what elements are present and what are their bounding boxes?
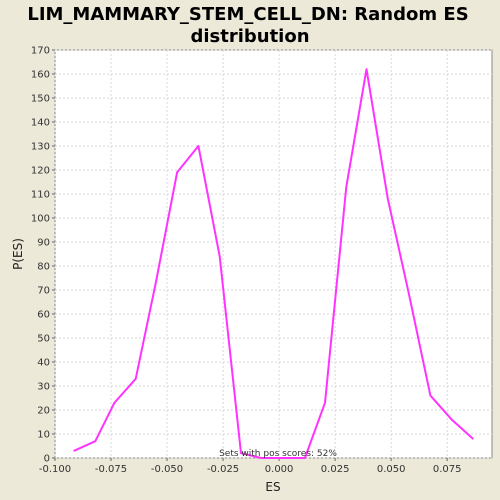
data-point [324,402,326,404]
data-point [281,457,284,459]
data-point [197,145,200,147]
y-tick-label: 110 [31,190,50,201]
data-point [260,457,262,459]
y-tick-label: 170 [31,46,50,57]
y-tick-label: 50 [37,334,50,345]
x-tick-label: -0.100 [39,464,71,475]
y-tick-label: 120 [31,166,50,177]
y-tick-label: 0 [44,454,50,465]
chart-title-line-1: LIM_MAMMARY_STEM_CELL_DN: Random ES [27,4,468,25]
data-point [155,282,157,284]
data-point [304,457,306,459]
y-tick-label: 40 [37,358,50,369]
y-tick-label: 140 [31,118,50,129]
x-tick-label: 0.000 [265,464,294,475]
plot-area [54,49,493,459]
data-point [113,402,116,404]
series-layer [73,68,474,459]
data-point [218,255,221,258]
x-tick-label: -0.025 [207,464,239,475]
data-point [176,171,178,174]
data-point [408,294,410,296]
y-tick-label: 90 [37,238,50,249]
data-point [450,418,453,421]
tick-layer: 0 10 20 30 40 50 60 70 80 90 100 110 120 130 140 150 160… [31,46,462,476]
x-tick-label: 0.050 [377,464,406,475]
pos-scores-annotation: Sets with pos scores: 52% [219,449,337,459]
data-point [73,450,75,452]
y-tick-label: 130 [31,142,50,153]
x-tick-label: -0.050 [151,464,183,475]
x-tick-label: 0.075 [433,464,462,475]
y-tick-label: 30 [37,382,50,393]
series-line [73,68,474,459]
y-tick-label: 70 [37,286,50,297]
y-tick-label: 100 [31,214,50,225]
data-point [429,394,432,397]
x-tick-label: -0.075 [95,464,127,475]
y-tick-label: 80 [37,262,50,273]
grid-layer [54,49,492,459]
y-axis-label: P(ES) [11,238,25,270]
chart-title-line-2: distribution [190,26,309,47]
data-point [345,186,348,188]
data-point [472,438,474,440]
y-tick-label: 150 [31,94,50,105]
x-tick-label: 0.025 [321,464,350,475]
x-axis-label: ES [265,480,280,494]
y-tick-label: 10 [37,430,50,441]
y-tick-label: 20 [37,406,50,417]
data-point [386,198,389,200]
data-point [94,440,97,443]
y-tick-label: 160 [31,70,50,81]
data-point [134,378,137,380]
data-point [365,68,368,70]
data-point [240,452,242,455]
y-tick-label: 60 [37,310,50,321]
